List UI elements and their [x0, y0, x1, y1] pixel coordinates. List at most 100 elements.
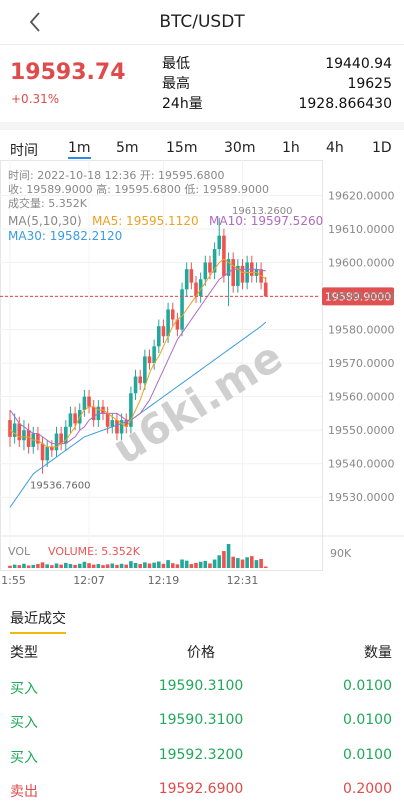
top-bar: BTC/USDT	[0, 0, 404, 45]
volume-bar	[240, 559, 245, 568]
volume-bar	[119, 563, 124, 568]
candle-body	[115, 420, 119, 434]
stat-value: 19625	[347, 76, 392, 92]
candle-body	[54, 433, 59, 451]
last-price: 19593.74	[10, 60, 126, 85]
candle-body	[8, 420, 12, 437]
y-tick-label: 19560.0000	[328, 391, 394, 404]
volume-bar	[152, 562, 156, 568]
candle-body	[217, 235, 222, 250]
trade-price: 19592.6900	[158, 781, 244, 797]
trade-type: 卖出	[10, 784, 38, 800]
trade-type: 买入	[10, 715, 38, 731]
candle-body	[180, 289, 184, 330]
tab-time[interactable]: 时间	[10, 143, 38, 159]
volume-bar	[208, 563, 212, 568]
ma30-legend: MA30: 19582.2120	[8, 229, 122, 243]
stat-high: 最高 19625	[162, 74, 392, 94]
back-button[interactable]	[24, 10, 48, 34]
candle-body	[119, 420, 124, 434]
tab-30m[interactable]: 30m	[224, 140, 256, 156]
page-title: BTC/USDT	[159, 12, 245, 32]
tab-4h[interactable]: 4h	[326, 140, 344, 156]
candle-body	[175, 319, 180, 330]
candle-body	[82, 396, 87, 411]
volume-bar	[68, 564, 73, 568]
volume-legend: VOLUME: 5.352K	[48, 545, 141, 558]
ma10-line	[9, 268, 266, 445]
candle-body	[105, 413, 110, 427]
candle-body	[133, 376, 138, 394]
volume-bar	[82, 561, 87, 568]
candle-body	[143, 356, 147, 384]
high-price-marker: 19613.2600	[232, 206, 292, 217]
volume-bar	[26, 565, 31, 568]
volume-bar	[54, 563, 59, 568]
tab-1h[interactable]: 1h	[282, 140, 300, 156]
candle-body	[236, 265, 240, 286]
candle-body	[194, 282, 198, 297]
chart-grid	[0, 160, 404, 571]
trade-row: 买入 19592.3200 0.0100	[0, 747, 404, 767]
volume-bar	[12, 564, 17, 568]
tab-1m[interactable]: 1m	[68, 140, 91, 159]
x-tick-label: 11:55	[0, 574, 26, 587]
y-tick-label: 19550.0000	[328, 424, 394, 437]
volume-bar	[143, 562, 147, 568]
current-price-tag	[322, 287, 394, 306]
stat-label: 最高	[162, 76, 190, 92]
volume-bar	[203, 560, 208, 568]
stat-value: 1928.866430	[298, 96, 392, 112]
volume-bar	[73, 564, 77, 568]
candle-body	[240, 265, 245, 283]
x-axis-ticks: 11:55 12:07 12:19 12:31	[0, 574, 258, 587]
current-price-label: 19589.9000	[325, 290, 391, 303]
tab-1d[interactable]: 1D	[372, 140, 392, 156]
ma10-legend: MA10: 19597.5260	[209, 214, 323, 228]
volume-bar	[17, 565, 22, 568]
chevron-left-icon	[29, 12, 40, 32]
vol-label: VOL	[8, 545, 31, 558]
tab-15m[interactable]: 15m	[166, 140, 198, 156]
trade-row: 买入 19590.3100 0.0100	[0, 678, 404, 698]
col-type: 类型	[10, 645, 38, 661]
volume-bar	[147, 563, 152, 568]
volume-bar	[22, 563, 26, 568]
volume-bar	[36, 564, 40, 568]
volume-bar	[180, 559, 184, 568]
trade-price: 19592.3200	[158, 747, 244, 763]
volume-bar	[184, 560, 189, 568]
y-tick-label: 19620.0000	[328, 189, 394, 202]
x-tick-label: 12:07	[73, 574, 105, 587]
tab-5m[interactable]: 5m	[116, 140, 139, 156]
stat-low: 最低 19440.94	[162, 54, 392, 74]
trade-type: 买入	[10, 750, 38, 766]
candle-body	[26, 430, 31, 447]
volume-bar	[245, 557, 249, 568]
candle-body	[87, 396, 91, 407]
volume-bar	[50, 565, 54, 568]
candle-body	[263, 282, 268, 297]
candle-body	[226, 259, 231, 276]
kline-chart[interactable]: u6ki.me 19589.9000 时间: 2022-10-18 12:36 …	[0, 160, 404, 596]
volume-axis-max: 90K	[330, 547, 352, 560]
candle-body	[40, 443, 45, 461]
candle-body	[157, 326, 161, 347]
recent-trades-title[interactable]: 最近成交	[10, 608, 66, 634]
volume-bar	[115, 564, 119, 568]
volume-bar	[157, 561, 161, 568]
candle-body	[203, 262, 208, 280]
trade-qty: 0.0100	[343, 747, 392, 763]
y-tick-label: 19590.0000	[328, 290, 394, 303]
candle-body	[198, 279, 203, 297]
volume-bar	[77, 563, 82, 568]
volume-bar	[198, 561, 203, 568]
volume-bar	[129, 561, 133, 568]
volume-bar	[166, 560, 170, 568]
chart-frame	[0, 160, 323, 571]
volume-bar	[170, 563, 175, 568]
candle-body	[147, 356, 152, 364]
trade-row: 买入 19590.3100 0.0100	[0, 712, 404, 732]
candle-body	[212, 249, 217, 273]
volume-bar	[226, 544, 231, 568]
